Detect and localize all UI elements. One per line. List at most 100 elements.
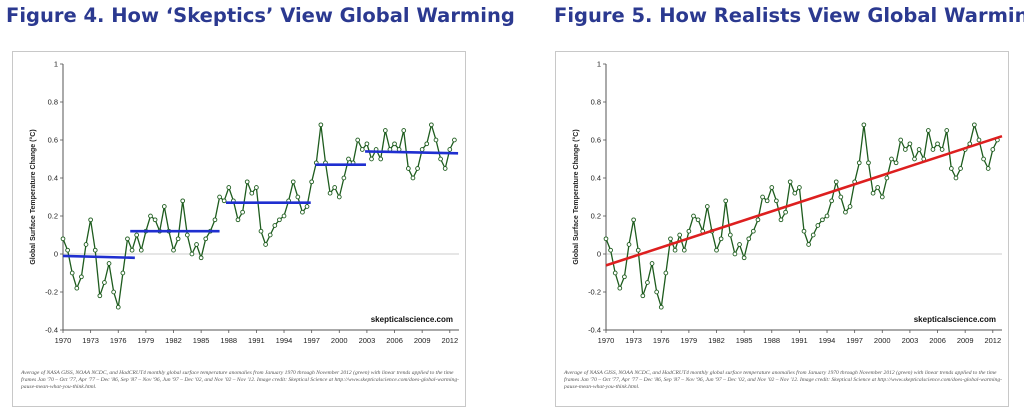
x-tick-label: 1979 (681, 336, 698, 345)
temperature-point (346, 156, 351, 162)
temperature-point (203, 236, 209, 242)
temperature-point (981, 156, 986, 162)
temperature-point (267, 232, 273, 238)
temperature-point (806, 242, 811, 247)
temperature-point (801, 228, 807, 234)
trend-line (605, 134, 1003, 267)
temperature-point (309, 179, 315, 185)
temperature-point (916, 147, 922, 152)
temperature-point (875, 185, 881, 190)
temperature-point (277, 217, 282, 223)
temperature-point (976, 137, 982, 143)
temperature-point (704, 204, 710, 209)
temperature-point (240, 209, 245, 215)
temperature-point (870, 190, 876, 196)
temperature-point (654, 289, 660, 295)
temperature-point (939, 147, 945, 152)
temperature-point (907, 141, 913, 147)
temperature-point (912, 156, 917, 162)
temperature-point (893, 160, 899, 166)
temperature-point (727, 232, 733, 238)
y-tick-label: 1 (597, 60, 601, 69)
temperature-point (327, 190, 333, 196)
temperature-point (930, 147, 936, 152)
temperature-point (902, 147, 908, 152)
x-tick-label: 1970 (598, 336, 615, 345)
temperature-point (672, 247, 678, 253)
figure-5-chart: -0.4 -0.2 0 0.2 0.4 0.6 0.8 1 1970 1973 1976 1979 19… (572, 60, 1003, 345)
temperature-point (442, 166, 448, 171)
figure-4-caption: Average of NASA GISS, NOAA NCDC, and Had… (21, 370, 459, 391)
temperature-point (612, 270, 618, 276)
temperature-point (990, 147, 996, 152)
temperature-point (433, 137, 439, 143)
x-tick-label: 1976 (653, 336, 670, 345)
temperature-point (764, 198, 770, 204)
temperature-point (189, 251, 195, 257)
y-tick-label: 0.4 (591, 174, 601, 183)
x-tick-label: 1991 (791, 336, 808, 345)
temperature-point (695, 217, 701, 223)
temperature-point (663, 270, 669, 276)
temperature-point (125, 236, 130, 242)
temperature-point (102, 280, 107, 285)
y-tick-label: 0.2 (48, 212, 58, 221)
trend-line (62, 254, 135, 260)
temperature-point (106, 261, 112, 266)
temperature-point (152, 217, 158, 223)
x-tick-label: 1976 (110, 336, 127, 345)
temperature-point (341, 175, 347, 181)
x-tick-label: 1994 (819, 336, 836, 345)
temperature-point (797, 185, 802, 190)
temperature-point (74, 285, 80, 291)
temperature-point (884, 175, 890, 181)
temperature-point (244, 179, 250, 185)
temperature-point (944, 128, 950, 133)
temperature-point (429, 122, 434, 128)
y-tick-label: -0.4 (588, 326, 601, 335)
temperature-point (741, 255, 747, 261)
temperature-point (175, 236, 181, 242)
temperature-point (300, 209, 305, 215)
temperature-point (235, 217, 241, 223)
temperature-point (212, 217, 218, 223)
y-tick-label: 0 (597, 250, 601, 259)
x-tick-label: 2012 (984, 336, 1001, 345)
x-tick-label: 2003 (902, 336, 919, 345)
temperature-point (318, 122, 324, 128)
temperature-point (838, 194, 844, 200)
temperature-point (254, 185, 259, 190)
temperature-point (359, 147, 365, 152)
temperature-point (948, 166, 954, 171)
temperature-point (60, 236, 66, 242)
x-tick-label: 1973 (625, 336, 642, 345)
temperature-point (608, 247, 613, 253)
temperature-point (92, 247, 98, 253)
temperature-point (415, 166, 420, 171)
temperature-point (985, 166, 991, 171)
temperature-point (217, 194, 222, 200)
temperature-point (392, 141, 397, 147)
temperature-point (737, 242, 742, 247)
temperature-series-line (605, 122, 998, 308)
temperature-point (815, 223, 821, 228)
temperature-point (635, 247, 641, 253)
temperature-point (452, 137, 457, 143)
temperature-point (732, 251, 738, 257)
temperature-point (83, 242, 89, 247)
temperature-point (640, 293, 646, 299)
temperature-point (847, 204, 853, 209)
temperature-point (935, 141, 940, 147)
x-tick-label: 1970 (55, 336, 72, 345)
temperature-point (778, 217, 784, 223)
x-tick-label: 1994 (276, 336, 293, 345)
temperature-point (783, 209, 788, 215)
chart-credit: skepticalscience.com (371, 315, 453, 324)
temperature-point (603, 236, 609, 242)
temperature-point (755, 217, 761, 223)
y-tick-label: -0.2 (45, 288, 58, 297)
y-tick-label: 0.6 (48, 136, 58, 145)
temperature-point (382, 128, 388, 133)
temperature-point (769, 185, 775, 190)
y-axis-label: Global Surface Temperature Change (°C) (29, 129, 37, 264)
